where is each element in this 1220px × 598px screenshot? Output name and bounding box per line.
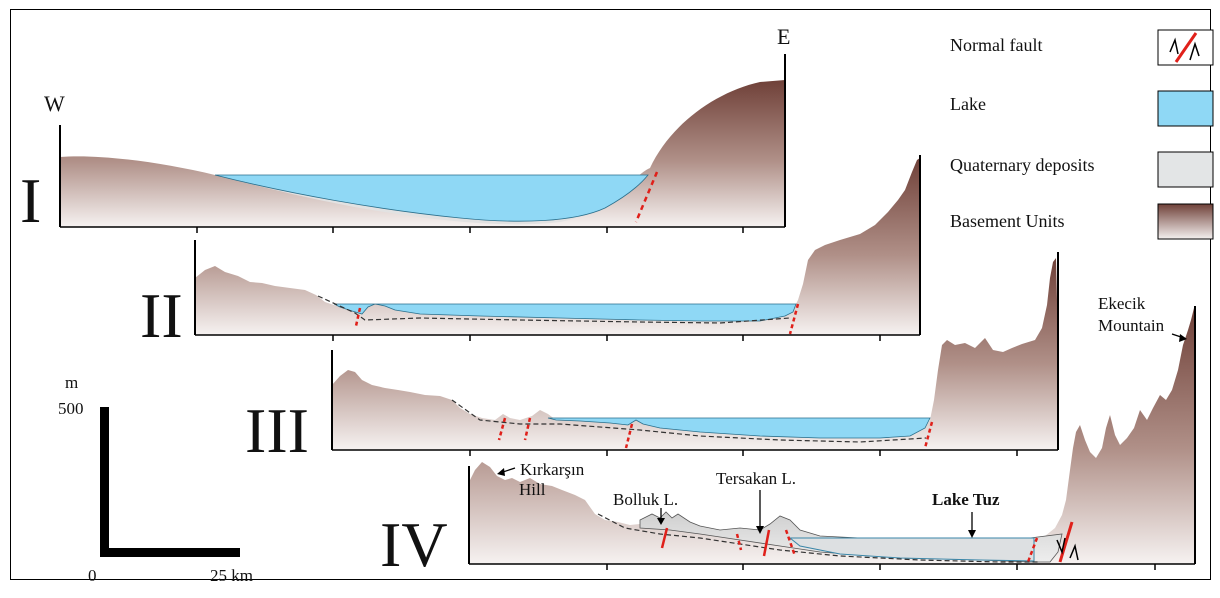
bolluk-lake-label: Bolluk L.	[613, 490, 678, 509]
profile-I-lake	[214, 174, 649, 222]
west-label: W	[44, 91, 65, 116]
profile-IV-fault-6	[1058, 521, 1074, 563]
east-label: E	[777, 24, 790, 49]
scale-origin-label: 0	[88, 566, 97, 585]
legend-basement-swatch	[1157, 203, 1214, 240]
profile-IV-quaternary-base	[597, 513, 1040, 563]
profile-III-ticks	[469, 450, 1018, 456]
profile-I: I W E	[20, 24, 790, 236]
legend-lake-label: Lake	[950, 94, 986, 114]
profile-III-label: III	[245, 395, 309, 466]
profile-IV: IV Kırkarşın Hill Bolluk L. Tersakan L. …	[380, 294, 1196, 580]
profile-II-ticks	[332, 335, 881, 341]
profile-IV-ticks	[606, 564, 1156, 570]
profile-III-fault-2	[523, 417, 532, 441]
profile-II-lake	[333, 303, 797, 322]
profile-IV-fault-1	[660, 527, 669, 549]
scale-unit-label: m	[65, 373, 78, 392]
scale-horizontal-value: 25 km	[210, 566, 253, 585]
tersakan-lake-label: Tersakan L.	[716, 469, 796, 488]
profile-I-fault	[634, 171, 659, 223]
legend-normal-fault-label: Normal fault	[950, 35, 1042, 55]
scale-bar-shape	[100, 407, 240, 557]
profile-II-basement	[195, 158, 920, 335]
kirkarsin-hill-label-1: Kırkarşın	[520, 460, 585, 479]
profile-IV-fault-5	[1026, 537, 1039, 563]
profile-IV-lake-tuz	[788, 537, 1035, 562]
legend-quaternary-label: Quaternary deposits	[950, 155, 1094, 175]
kirkarsin-arrow	[497, 467, 516, 476]
kirkarsin-hill-label-2: Hill	[519, 480, 546, 499]
profile-I-label: I	[20, 165, 41, 236]
ekecik-arrow	[1171, 333, 1187, 342]
scale-vertical-value: 500	[58, 399, 84, 418]
profile-I-basement	[60, 80, 785, 227]
legend-quaternary-swatch	[1157, 151, 1214, 188]
scale-bar: m 500 0 25 km	[58, 373, 253, 585]
legend-basement-label: Basement Units	[950, 211, 1065, 231]
ekecik-mountain-label-2: Mountain	[1098, 316, 1165, 335]
profile-III-fault-4	[923, 421, 934, 449]
profile-III-basement	[332, 258, 1058, 450]
profile-IV-label: IV	[380, 509, 448, 580]
profile-II-label: II	[140, 280, 183, 351]
profile-III-lake	[547, 417, 931, 439]
bolluk-arrow	[657, 508, 665, 525]
lake-tuz-arrow	[968, 512, 976, 538]
profile-I-ticks	[196, 227, 744, 233]
profile-II-fault-2	[788, 303, 800, 335]
profile-IV-fault-arrows	[1056, 537, 1079, 561]
profile-IV-fault-2	[735, 533, 743, 551]
profile-II: II	[140, 155, 921, 351]
profile-III: III	[245, 252, 1059, 466]
ekecik-mountain-label-1: Ekecik	[1098, 294, 1146, 313]
profile-II-quaternary-base	[317, 295, 791, 324]
profile-IV-fault-4	[784, 529, 797, 557]
profile-IV-fault-3	[762, 529, 771, 557]
legend: Normal fault Lake Quaternary deposits Ba…	[950, 29, 1214, 240]
profile-II-fault-1	[354, 307, 362, 327]
legend-lake-swatch	[1157, 90, 1214, 127]
figure-frame	[10, 9, 1211, 580]
tersakan-arrow	[756, 490, 764, 534]
profile-III-quaternary-base	[451, 399, 927, 443]
profile-IV-basement	[469, 308, 1195, 564]
legend-normal-fault-symbol	[1157, 29, 1214, 66]
profile-III-fault-1	[497, 417, 507, 441]
lake-tuz-label: Lake Tuz	[932, 490, 1000, 509]
